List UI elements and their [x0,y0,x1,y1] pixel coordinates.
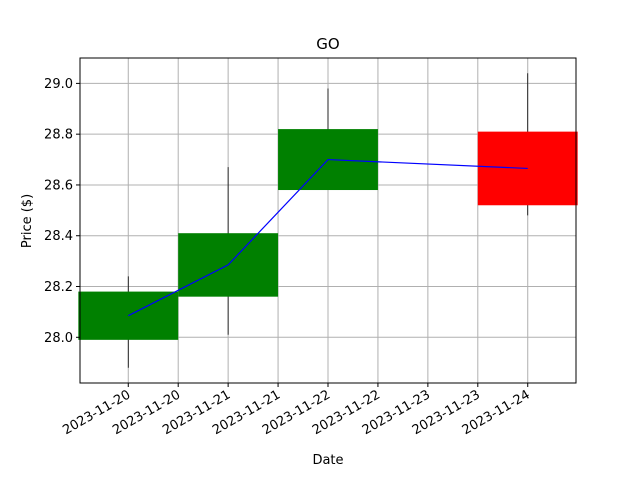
y-tick-label: 28.2 [44,280,73,295]
y-tick-label: 28.6 [44,178,73,193]
y-tick-label: 29.0 [44,77,73,92]
y-axis-title: Price ($) [20,194,35,248]
y-tick-label: 28.4 [44,229,73,244]
y-tick-label: 28.8 [44,128,73,143]
y-tick-label: 28.0 [44,331,73,346]
line-layer [127,158,528,317]
chart-title: GO [316,35,339,53]
price-line-series [127,158,528,317]
x-axis-title: Date [312,453,343,468]
